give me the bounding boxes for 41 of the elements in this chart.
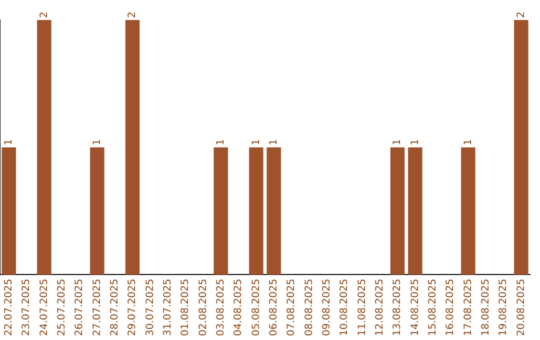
x-tick-label: 05.08.2025 (250, 278, 262, 336)
data-label: 2 (127, 12, 138, 18)
x-tick-label: 12.08.2025 (374, 278, 386, 336)
x-tick-label: 18.08.2025 (480, 278, 492, 336)
x-tick-label: 24.07.2025 (38, 278, 50, 336)
x-tick-label: 06.08.2025 (268, 278, 280, 336)
x-tick-label: 16.08.2025 (445, 278, 456, 336)
data-label: 1 (92, 138, 103, 146)
data-label: 1 (268, 138, 280, 146)
data-label: 2 (516, 12, 527, 18)
data-label: 1 (3, 138, 14, 146)
x-tick-label: 14.08.2025 (410, 278, 421, 336)
x-tick-label: 09.08.2025 (321, 278, 332, 336)
x-tick-label: 08.08.2025 (304, 278, 315, 336)
x-tick-label: 29.07.2025 (127, 278, 138, 336)
x-tick-label: 27.07.2025 (92, 278, 103, 336)
data-label: 1 (462, 138, 474, 146)
data-label: 1 (215, 138, 226, 146)
x-tick-label: 11.08.2025 (356, 278, 368, 336)
data-label: 1 (250, 138, 262, 146)
x-tick-label: 03.08.2025 (215, 278, 226, 336)
x-tick-label: 15.08.2025 (427, 278, 438, 336)
x-tick-label: 01.08.2025 (180, 278, 192, 336)
x-tick-label: 17.08.2025 (462, 278, 474, 336)
x-tick-label: 02.08.2025 (198, 278, 209, 336)
x-tick-label: 25.07.2025 (56, 278, 68, 336)
x-tick-label: 13.08.2025 (392, 278, 404, 336)
x-tick-label: 20.08.2025 (516, 278, 527, 336)
x-tick-label: 10.08.2025 (339, 278, 350, 336)
data-label: 1 (392, 138, 404, 146)
x-tick-label: 04.08.2025 (233, 278, 244, 336)
data-label: 1 (410, 138, 421, 146)
x-tick-label: 30.07.2025 (144, 278, 156, 336)
x-tick-label: 31.07.2025 (162, 278, 174, 336)
x-tick-label: 07.08.2025 (286, 278, 298, 336)
x-tick-label: 22.07.2025 (3, 278, 14, 336)
x-tick-label: 28.07.2025 (109, 278, 120, 336)
data-label: 2 (38, 12, 50, 18)
x-tick-label: 26.07.2025 (74, 278, 86, 336)
x-tick-label: 19.08.2025 (498, 278, 510, 336)
x-tick-label: 23.07.2025 (21, 278, 32, 336)
